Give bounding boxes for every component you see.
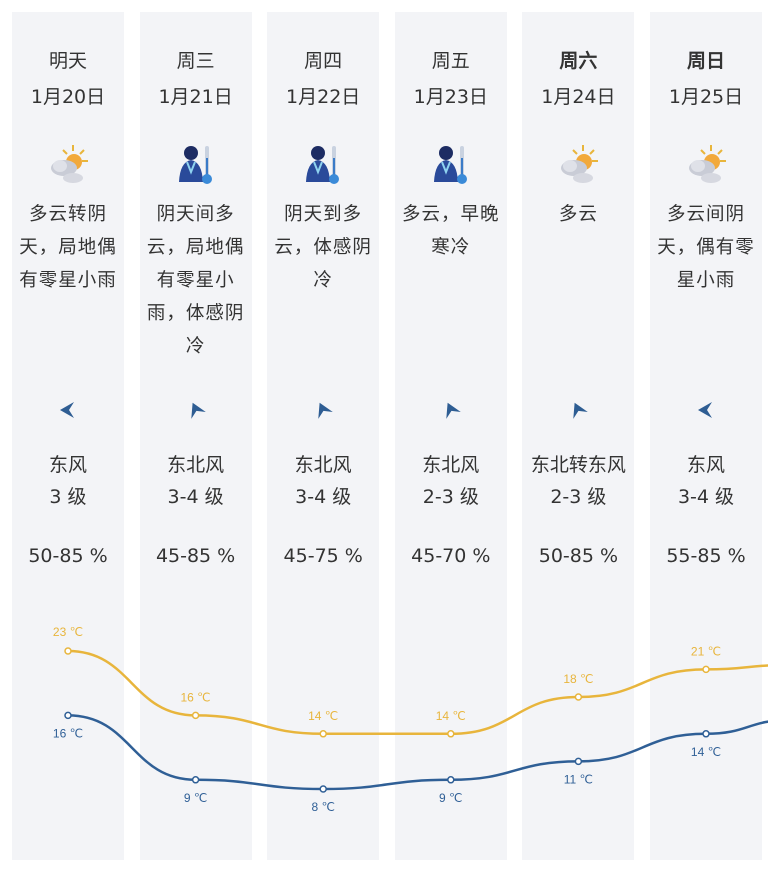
day-name: 周六 [559,50,598,72]
weather-description: 阴天间多云，局地偶有零星小雨，体感阴冷 [146,204,245,357]
low-temp-label: 8 ℃ [311,800,334,814]
wind-level: 2-3 级 [550,486,607,508]
low-temp-label: 9 ℃ [184,791,207,805]
low-temp-label: 9 ℃ [439,791,462,805]
wind-direction: 东北转东风 [530,454,626,476]
high-temp-point [574,693,583,701]
day-name: 周五 [431,50,470,72]
cold-person-thermometer-icon [395,142,507,186]
low-temp-label: 16 ℃ [53,726,83,740]
high-temp-point [64,647,72,655]
high-temp-point [191,711,200,720]
wind-level: 3-4 级 [677,486,735,508]
wind-arrow-northeast-icon [267,400,379,420]
partly-cloudy-icon [650,142,762,186]
high-temp-label: 14 ℃ [436,709,466,723]
day-name: 明天 [48,50,87,72]
high-temp-label: 21 ℃ [691,644,721,658]
wind-direction: 东北风 [294,454,352,476]
low-temp-point [702,730,710,738]
wind-arrow-northeast-icon [395,400,507,420]
high-temp-label: 18 ℃ [563,672,593,686]
wind-direction: 东风 [686,454,725,476]
wind-level: 2-3 级 [422,486,479,508]
low-temp-label: 14 ℃ [691,745,721,759]
low-temp-point [447,776,455,784]
low-temp-point [64,711,72,720]
weather-description: 阴天到多云，体感阴冷 [274,204,372,291]
wind-level: 3-4 级 [167,486,224,508]
partly-cloudy-icon [12,142,124,186]
day-name: 周三 [176,50,215,72]
wind-direction: 东北风 [422,454,480,476]
wind-arrow-northeast-icon [522,400,634,420]
day-column: 周五 1月23日 多云，早晚寒冷 东北风 2-3 级 45-70 % [394,12,507,860]
low-temp-line [67,714,768,791]
low-temp-point [574,757,583,766]
high-temp-point [447,730,455,738]
humidity: 45-85 % [155,545,236,567]
day-column: 周六 1月24日 多云 东北转东风 2-3 级 50-85 % [522,12,635,860]
weather-description: 多云 [558,204,598,225]
high-temp-label: 23 ℃ [53,625,83,639]
humidity: 50-85 % [28,545,108,567]
day-date: 1月21日 [158,86,233,108]
low-temp-label: 11 ℃ [564,772,593,786]
low-temp-point [319,785,327,793]
day-name: 周日 [686,50,725,72]
weather-description: 多云转阴天，局地偶有零星小雨 [19,204,117,291]
wind-arrow-east-icon [650,400,762,420]
wind-direction: 东风 [48,454,87,476]
day-date: 1月22日 [286,86,361,108]
high-temp-point [702,665,710,674]
day-column: 周四 1月22日 阴天到多云，体感阴冷 东北风 3-4 级 45-75 % [267,12,380,860]
wind-arrow-northeast-icon [140,400,252,420]
wind-level: 3-4 级 [295,486,352,508]
day-name: 周四 [304,50,343,72]
day-date: 1月25日 [668,86,744,108]
weather-description: 多云，早晚寒冷 [402,204,500,258]
day-column: 周日 1月25日 多云间阴天，偶有零星小雨 东风 3-4 级 55-85 % [650,12,762,860]
humidity: 55-85 % [666,545,746,567]
humidity: 45-75 % [283,545,363,567]
wind-direction: 东北风 [167,454,225,476]
high-temp-line [67,649,768,736]
weather-description: 多云间阴天，偶有零星小雨 [657,204,755,291]
wind-arrow-east-icon [12,400,124,420]
high-temp-label: 16 ℃ [181,690,211,704]
day-date: 1月23日 [413,86,488,108]
high-temp-label: 14 ℃ [308,709,338,723]
high-temp-point [319,730,327,738]
day-date: 1月24日 [541,86,616,108]
day-date: 1月20日 [30,86,106,108]
humidity: 50-85 % [538,545,619,567]
humidity: 45-70 % [411,545,491,567]
low-temp-point [191,776,200,784]
cold-person-thermometer-icon [140,142,252,186]
cold-person-thermometer-icon [267,142,379,186]
partly-cloudy-icon [522,142,634,186]
wind-level: 3 级 [49,486,87,508]
